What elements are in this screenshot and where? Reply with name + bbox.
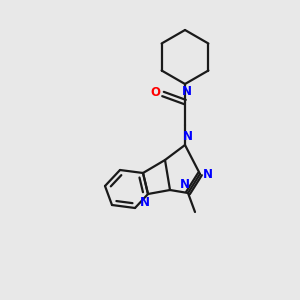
Text: N: N [140,196,150,209]
Text: N: N [203,167,213,181]
Text: N: N [180,178,190,191]
Text: N: N [183,130,193,143]
Text: N: N [182,85,192,98]
Text: O: O [150,85,160,98]
